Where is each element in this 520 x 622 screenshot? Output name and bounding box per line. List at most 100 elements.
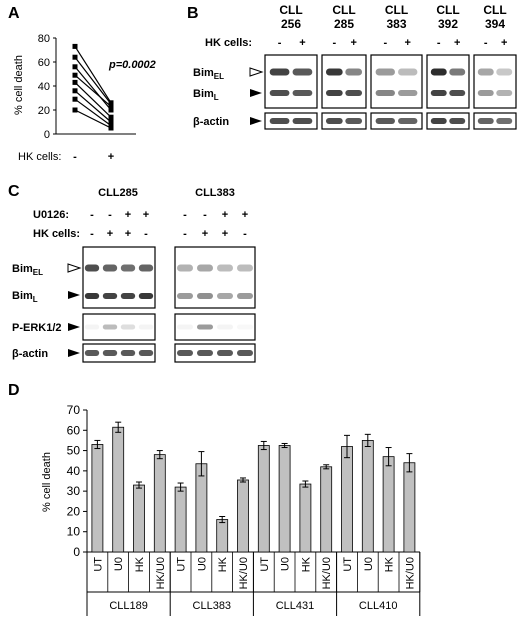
- blot-band: [375, 118, 395, 124]
- c-bim-blot: [174, 246, 256, 309]
- b-sign-minus: -: [332, 37, 336, 49]
- d-category-label: U0: [196, 557, 208, 571]
- blot-band: [197, 324, 213, 330]
- panel-a-ylabel: % cell death: [13, 55, 25, 115]
- blot-band: [292, 118, 313, 124]
- blot-band: [138, 264, 154, 272]
- blot-band: [269, 90, 290, 96]
- d-bar: [382, 456, 395, 553]
- d-bar: [153, 454, 166, 553]
- b-bim-blot: [264, 54, 318, 109]
- panel-d-label: D: [8, 382, 20, 399]
- b-sign-minus: -: [484, 37, 488, 49]
- d-bar: [216, 519, 229, 553]
- blot-band: [375, 68, 395, 76]
- a-pair-line: [74, 90, 112, 123]
- c-biml-filled-arrow-icon: [68, 291, 80, 299]
- c-hk-sign: +: [107, 228, 113, 240]
- blot-band: [197, 264, 213, 272]
- d-group-label: CLL383: [193, 600, 232, 612]
- b-actin-blot: [370, 112, 423, 130]
- a-point-untreated: [72, 107, 78, 113]
- blot-band: [217, 264, 233, 272]
- a-pair-line: [74, 81, 112, 118]
- blot-band: [269, 68, 290, 76]
- a-ytick-label: 80: [38, 33, 50, 45]
- panel-a-pvalue: p=0.0002: [108, 59, 156, 71]
- blot-band: [237, 293, 253, 299]
- blot-band: [84, 324, 100, 330]
- panel-b-label: B: [187, 5, 199, 22]
- b-sign-plus: +: [299, 37, 305, 49]
- panel-c-sample1: CLL285: [98, 187, 138, 199]
- d-ytick-label: 10: [67, 525, 81, 539]
- a-pair-line: [74, 46, 112, 104]
- b-bim-blot: [426, 54, 470, 109]
- d-bar: [361, 440, 374, 553]
- a-ytick-label: 40: [38, 81, 50, 93]
- blot-band: [102, 324, 118, 330]
- a-ytick-label: 60: [38, 57, 50, 69]
- d-category-label: HK: [217, 556, 229, 572]
- blot-band: [477, 90, 494, 96]
- b-sample-name: CLL: [483, 3, 506, 17]
- blot-band: [120, 264, 136, 272]
- panel-d-yticks: 0 10 20 30 40 50 60 70: [67, 403, 87, 559]
- blot-band: [84, 350, 100, 356]
- c-hk-sign: +: [202, 228, 208, 240]
- a-point-hk: [108, 107, 114, 113]
- c-u0126-sign: +: [242, 209, 248, 221]
- b-bim-blot: [370, 54, 423, 109]
- panel-c-biml-label: BimL: [12, 290, 38, 304]
- panel-d-bars: [91, 421, 416, 553]
- a-pair-line: [74, 109, 112, 129]
- d-category-label: HK/U0: [321, 557, 333, 589]
- blot-band: [449, 118, 466, 124]
- c-u0126-sign: +: [143, 209, 149, 221]
- d-category-label: HK: [300, 556, 312, 572]
- a-point-untreated: [72, 79, 78, 85]
- blot-band: [197, 350, 213, 356]
- b-sample-name: CLL: [436, 3, 459, 17]
- blot-band: [292, 68, 313, 76]
- panel-b-bimel-label: BimEL: [193, 67, 224, 81]
- panel-a-yticks: 0 20 40 60 80: [38, 33, 56, 141]
- d-ytick-label: 40: [67, 464, 81, 478]
- d-category-label: U0: [363, 557, 375, 571]
- b-bim-blot: [321, 54, 367, 109]
- panel-a-label: A: [8, 5, 20, 22]
- a-point-untreated: [72, 96, 78, 102]
- b-sample-id: 383: [386, 17, 406, 31]
- panel-a-plus: +: [108, 151, 114, 163]
- blot-band: [430, 90, 447, 96]
- b-sign-plus: +: [454, 37, 460, 49]
- c-u0126-sign: -: [108, 209, 112, 221]
- d-category-label: UT: [176, 557, 188, 572]
- b-sign-minus: -: [437, 37, 441, 49]
- a-point-hk: [108, 119, 114, 125]
- c-hk-sign: -: [183, 228, 187, 240]
- blot-band: [138, 350, 154, 356]
- blot-band: [398, 68, 418, 76]
- c-perk-blot: [82, 313, 156, 341]
- d-bar: [278, 445, 291, 553]
- d-category-label: UT: [92, 557, 104, 572]
- d-ytick-label: 30: [67, 484, 81, 498]
- blot-band: [177, 293, 193, 299]
- panel-c-perk-label: P-ERK1/2: [12, 322, 62, 334]
- blot-band: [449, 90, 466, 96]
- b-sample-name: CLL: [332, 3, 355, 17]
- d-ytick-label: 0: [73, 545, 80, 559]
- d-category-label: HK/U0: [404, 557, 416, 589]
- panel-b-hk-signs: - + - + - + - + - +: [278, 37, 508, 49]
- blot-band: [345, 118, 363, 124]
- d-ytick-label: 60: [67, 423, 81, 437]
- c-hk-sign: -: [144, 228, 148, 240]
- blot-band: [84, 264, 100, 272]
- panel-b-hk-label: HK cells:: [205, 37, 252, 49]
- d-bar: [403, 462, 416, 553]
- a-point-hk: [108, 103, 114, 109]
- c-hk-sign: +: [125, 228, 131, 240]
- panel-c-hk-label: HK cells:: [33, 228, 80, 240]
- d-bar: [320, 466, 333, 553]
